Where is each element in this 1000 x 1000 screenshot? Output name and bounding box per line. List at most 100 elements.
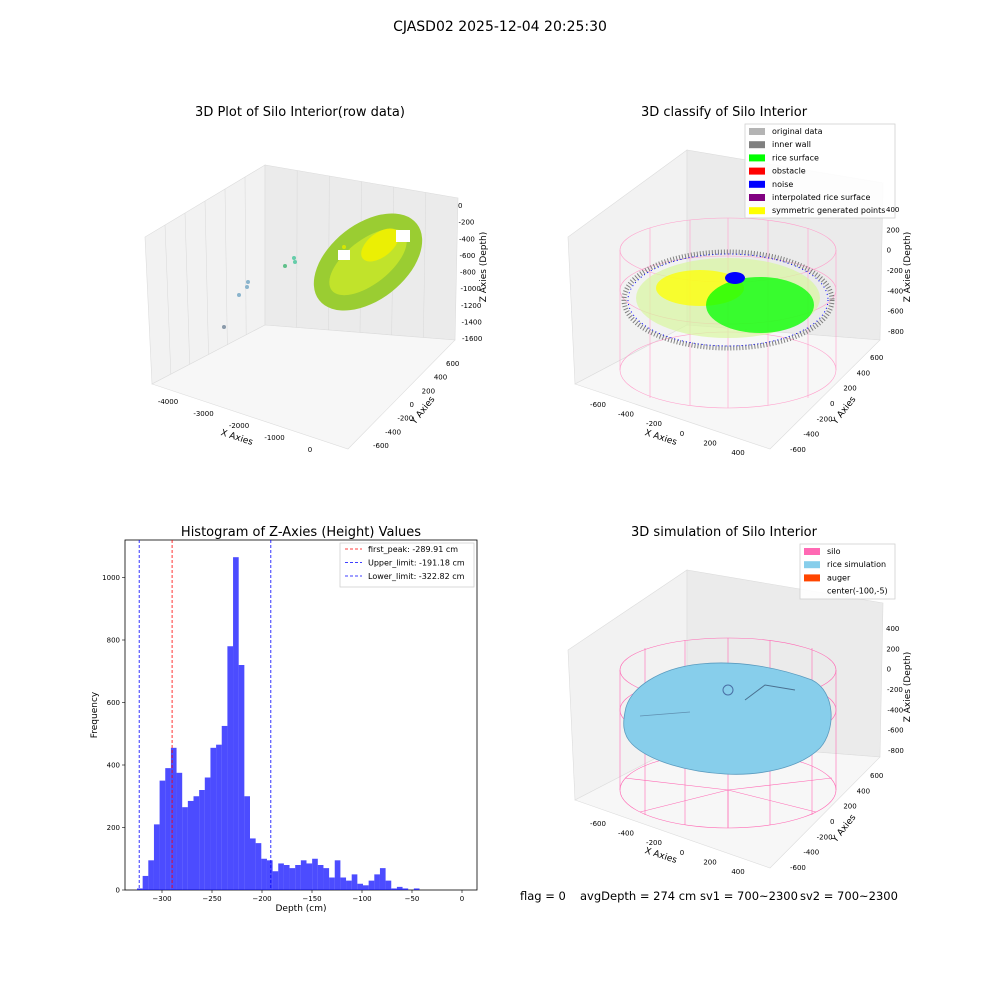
panel1-x-tick: -4000 [158,398,178,406]
panel1-y-tick: -400 [385,428,401,436]
panel4-x-tick: -400 [618,830,634,838]
histogram-y-ticks: 0 200 400 600 800 1000 [102,574,125,895]
histogram-bar [289,868,296,890]
panel2-legend-item-swatch [749,141,765,149]
histogram-bar [165,768,171,890]
panel2-y-tick: 0 [830,400,834,408]
histogram-bar [278,863,284,890]
histogram-x-tick-label: −300 [152,895,171,903]
histogram-bar [255,843,262,890]
panel1-y-tick: 0 [410,401,414,409]
panel1-y-tick: 200 [422,387,435,395]
panel1-point-cloud [222,213,423,329]
histogram-bar [295,865,301,890]
histogram-legend-label: Upper_limit: -191.18 cm [368,559,465,568]
histogram-y-tick-label: 400 [107,762,120,770]
footer-flag: flag = 0 [520,889,566,903]
histogram-bar [317,865,324,890]
histogram-reference-lines [138,540,272,890]
panel1-z-tick: 0 [458,202,462,210]
histogram-x-tick-label: −200 [252,895,271,903]
histogram-bar [340,877,347,890]
histogram-bar [153,824,160,890]
panel4-z-ticks: 400 200 0 -200 -400 -600 -800 [886,625,904,755]
panel2-z-tick: 400 [886,206,899,214]
panel2-legend-item-swatch [749,167,765,175]
panel2-z-tick: -600 [888,308,904,316]
histogram-x-tick-label: −250 [202,895,221,903]
histogram-bar [216,744,222,890]
panel2-legend-item-swatch [749,154,765,162]
panel1-z-tick: -600 [460,252,476,260]
histogram-bar [137,888,143,890]
panel1-x-tick: -3000 [193,410,213,418]
panel4-z-tick: 0 [887,666,891,674]
histogram-bar [413,888,420,890]
panel4-y-tick: 400 [857,787,870,795]
histogram-bar [159,780,166,890]
footer-avg-depth: avgDepth = 274 cm [580,889,696,903]
panel1-x-tick: -2000 [229,422,249,430]
panel1-3d-box [144,164,459,450]
panel2-legend-item-label: noise [772,180,793,189]
panel2-z-tick: -800 [888,328,904,336]
panel1-z-tick: -1600 [462,335,482,343]
panel2-x-tick: 0 [680,430,684,438]
panel2-z-tick: -400 [887,287,903,295]
panel2-z-tick: 0 [887,247,891,255]
histogram-y-tick-label: 0 [116,887,120,895]
panel2-legend-item-label: inner wall [772,140,811,149]
panel4-legend-item-label: rice simulation [827,560,886,569]
panel1-y-tick: -600 [373,442,389,450]
panel-histogram: Histogram of Z-Axies (Height) Values −30… [90,525,478,914]
panel4-x-ticks: -600 -400 -200 0 200 400 [590,820,745,876]
panel4-z-tick: -800 [888,747,904,755]
panel4-z-tick: 400 [886,625,899,633]
histogram-y-tick-label: 800 [107,637,120,645]
histogram-legend: first_peak: -289.91 cm Upper_limit: -191.… [339,542,475,588]
histogram-bar [244,796,250,890]
panel4-y-tick: -200 [817,833,833,841]
footer-sv1: sv1 = 700~2300 [700,889,798,903]
panel2-legend-item-swatch [749,180,765,188]
histogram-x-tick-label: 0 [460,895,464,903]
panel4-legend-item-label: silo [827,547,841,556]
histogram-bar [385,880,392,890]
histogram-bar [266,860,273,890]
histogram-bar [283,865,290,890]
panel1-x-ticks: -4000 -3000 -2000 -1000 0 [158,398,312,454]
panel1-z-ticks: 0 -200 -400 -600 -800 -1000 -1200 -1400 -1600 [458,202,482,343]
panel2-z-ticks: 400 200 0 -200 -400 -600 -800 [886,206,904,336]
panel2-z-tick: 200 [886,226,899,234]
panel2-point-cloud [621,249,835,351]
histogram-legend-label: first_peak: -289.91 cm [368,545,458,554]
panel4-legend-item-swatch [804,574,820,582]
panel4-x-label: X Axies [643,846,678,866]
panel1-z-label: Z Axies (Depth) [479,232,489,303]
panel4-y-tick: 200 [843,803,856,811]
panel1-y-tick: 600 [446,360,459,368]
panel1-z-tick: -400 [459,235,475,243]
histogram-bar [187,800,194,890]
panel4-y-tick: -600 [790,864,806,872]
histogram-bar [402,888,409,890]
histogram-bar [368,880,375,890]
histogram-bar [148,860,154,890]
panel4-x-tick: -200 [646,839,662,847]
histogram-bar [199,790,205,890]
panel1-y-ticks: -600 -400 -200 0 200 400 600 [373,360,459,450]
panel1-z-tick: -200 [459,219,475,227]
histogram-bar [272,871,279,890]
histogram-bar [306,863,313,890]
panel4-x-tick: 0 [680,849,684,857]
panel2-legend-item-label: symmetric generated points [772,206,885,215]
panel4-x-tick: 200 [703,858,716,866]
panel2-y-tick: -600 [790,446,806,454]
panel1-y-tick: 400 [434,374,447,382]
histogram-bar [170,747,177,890]
histogram-bar [182,807,188,890]
histogram-bar [142,875,149,890]
panel1-x-tick: 0 [308,446,312,454]
